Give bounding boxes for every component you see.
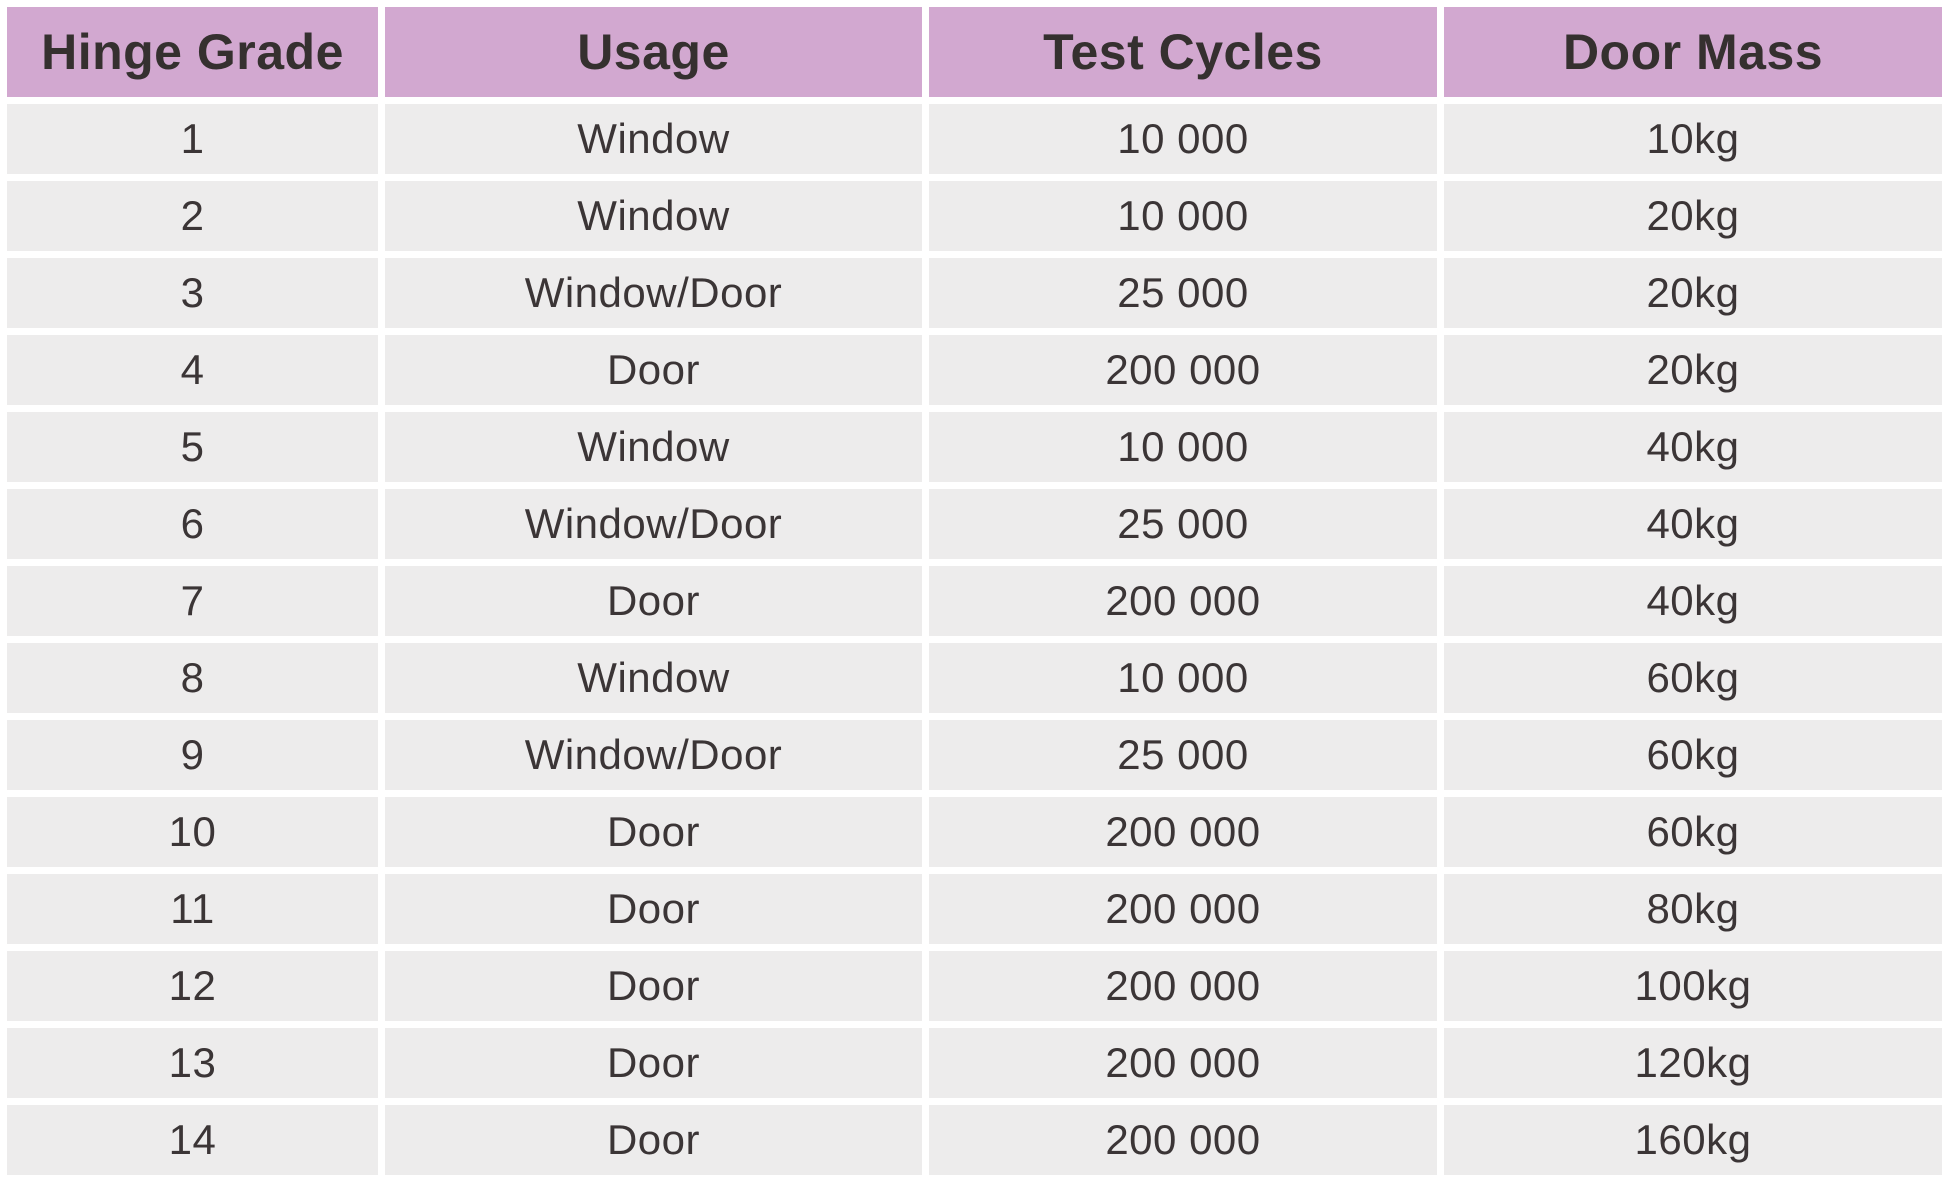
- table-cell-door-mass-row-1: 10kg: [1444, 104, 1942, 174]
- table-cell-usage-row-3: Window/Door: [385, 258, 922, 328]
- table-cell-hinge-grade-row-1: 1: [7, 104, 378, 174]
- column-header-door-mass: Door Mass: [1444, 7, 1942, 97]
- table-cell-hinge-grade-row-10: 10: [7, 797, 378, 867]
- table-cell-hinge-grade-row-2: 2: [7, 181, 378, 251]
- table-grid: Hinge Grade Usage Test Cycles Door Mass …: [7, 7, 1942, 1175]
- table-cell-door-mass-row-12: 100kg: [1444, 951, 1942, 1021]
- table-cell-door-mass-row-9: 60kg: [1444, 720, 1942, 790]
- table-cell-usage-row-5: Window: [385, 412, 922, 482]
- table-cell-test-cycles-row-8: 10 000: [929, 643, 1437, 713]
- table-cell-hinge-grade-row-14: 14: [7, 1105, 378, 1175]
- table-cell-door-mass-row-7: 40kg: [1444, 566, 1942, 636]
- table-cell-hinge-grade-row-5: 5: [7, 412, 378, 482]
- table-cell-door-mass-row-14: 160kg: [1444, 1105, 1942, 1175]
- table-cell-door-mass-row-4: 20kg: [1444, 335, 1942, 405]
- table-cell-door-mass-row-10: 60kg: [1444, 797, 1942, 867]
- table-cell-test-cycles-row-13: 200 000: [929, 1028, 1437, 1098]
- table-cell-door-mass-row-8: 60kg: [1444, 643, 1942, 713]
- table-cell-door-mass-row-6: 40kg: [1444, 489, 1942, 559]
- table-cell-test-cycles-row-2: 10 000: [929, 181, 1437, 251]
- table-cell-usage-row-14: Door: [385, 1105, 922, 1175]
- table-cell-door-mass-row-2: 20kg: [1444, 181, 1942, 251]
- table-cell-test-cycles-row-14: 200 000: [929, 1105, 1437, 1175]
- table-cell-hinge-grade-row-8: 8: [7, 643, 378, 713]
- table-cell-test-cycles-row-1: 10 000: [929, 104, 1437, 174]
- table-cell-hinge-grade-row-4: 4: [7, 335, 378, 405]
- table-cell-hinge-grade-row-7: 7: [7, 566, 378, 636]
- table-cell-hinge-grade-row-3: 3: [7, 258, 378, 328]
- table-cell-hinge-grade-row-11: 11: [7, 874, 378, 944]
- table-cell-hinge-grade-row-13: 13: [7, 1028, 378, 1098]
- table-cell-door-mass-row-5: 40kg: [1444, 412, 1942, 482]
- table-cell-test-cycles-row-9: 25 000: [929, 720, 1437, 790]
- table-cell-usage-row-6: Window/Door: [385, 489, 922, 559]
- table-cell-test-cycles-row-10: 200 000: [929, 797, 1437, 867]
- table-cell-usage-row-4: Door: [385, 335, 922, 405]
- table-cell-door-mass-row-3: 20kg: [1444, 258, 1942, 328]
- table-cell-test-cycles-row-11: 200 000: [929, 874, 1437, 944]
- table-cell-door-mass-row-13: 120kg: [1444, 1028, 1942, 1098]
- table-cell-usage-row-9: Window/Door: [385, 720, 922, 790]
- table-cell-door-mass-row-11: 80kg: [1444, 874, 1942, 944]
- table-cell-hinge-grade-row-6: 6: [7, 489, 378, 559]
- column-header-hinge-grade: Hinge Grade: [7, 7, 378, 97]
- table-cell-test-cycles-row-6: 25 000: [929, 489, 1437, 559]
- table-cell-test-cycles-row-12: 200 000: [929, 951, 1437, 1021]
- table-cell-test-cycles-row-3: 25 000: [929, 258, 1437, 328]
- table-cell-usage-row-7: Door: [385, 566, 922, 636]
- table-cell-usage-row-8: Window: [385, 643, 922, 713]
- table-cell-usage-row-2: Window: [385, 181, 922, 251]
- table-cell-usage-row-10: Door: [385, 797, 922, 867]
- table-cell-usage-row-1: Window: [385, 104, 922, 174]
- table-cell-usage-row-11: Door: [385, 874, 922, 944]
- table-cell-usage-row-12: Door: [385, 951, 922, 1021]
- table-cell-hinge-grade-row-12: 12: [7, 951, 378, 1021]
- table-cell-test-cycles-row-4: 200 000: [929, 335, 1437, 405]
- table-cell-usage-row-13: Door: [385, 1028, 922, 1098]
- table-cell-hinge-grade-row-9: 9: [7, 720, 378, 790]
- table-cell-test-cycles-row-7: 200 000: [929, 566, 1437, 636]
- table-cell-test-cycles-row-5: 10 000: [929, 412, 1437, 482]
- column-header-usage: Usage: [385, 7, 922, 97]
- column-header-test-cycles: Test Cycles: [929, 7, 1437, 97]
